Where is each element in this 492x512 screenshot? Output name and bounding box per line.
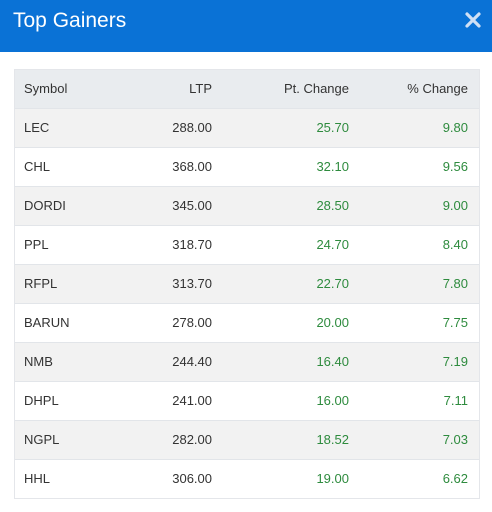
column-header-pt-change[interactable]: Pt. Change <box>283 81 349 97</box>
gainers-table: Symbol LTP Pt. Change % Change LEC 288.0… <box>15 70 479 498</box>
pct-change-cell: 9.80 <box>442 120 468 135</box>
symbol-cell[interactable]: LEC <box>24 120 50 135</box>
ltp-cell: 244.40 <box>172 354 212 369</box>
ltp-cell: 241.00 <box>172 393 212 408</box>
close-icon[interactable] <box>464 11 482 29</box>
ltp-cell: 282.00 <box>172 432 212 447</box>
table-row[interactable]: HHL 306.00 19.00 6.62 <box>15 459 479 498</box>
symbol-cell[interactable]: NMB <box>24 354 53 369</box>
table-row[interactable]: CHL 368.00 32.10 9.56 <box>15 147 479 186</box>
table-row[interactable]: NGPL 282.00 18.52 7.03 <box>15 420 479 459</box>
pct-change-cell: 7.80 <box>442 276 468 291</box>
ltp-cell: 345.00 <box>172 198 212 213</box>
pct-change-cell: 7.19 <box>442 354 468 369</box>
table-row[interactable]: RFPL 313.70 22.70 7.80 <box>15 264 479 303</box>
pct-change-cell: 9.56 <box>442 159 468 174</box>
pt-change-cell: 18.52 <box>316 432 349 447</box>
ltp-cell: 368.00 <box>172 159 212 174</box>
symbol-cell[interactable]: PPL <box>24 237 49 252</box>
pct-change-cell: 7.75 <box>442 315 468 330</box>
symbol-cell[interactable]: RFPL <box>24 276 58 291</box>
modal-title: Top Gainers <box>13 9 127 32</box>
symbol-cell[interactable]: NGPL <box>24 432 60 447</box>
ltp-cell: 318.70 <box>172 237 212 252</box>
table-row[interactable]: PPL 318.70 24.70 8.40 <box>15 225 479 264</box>
ltp-cell: 288.00 <box>172 120 212 135</box>
pt-change-cell: 20.00 <box>316 315 349 330</box>
table-row[interactable]: DHPL 241.00 16.00 7.11 <box>15 381 479 420</box>
pt-change-cell: 28.50 <box>316 198 349 213</box>
ltp-cell: 306.00 <box>172 471 212 487</box>
pt-change-cell: 16.40 <box>316 354 349 369</box>
pct-change-cell: 9.00 <box>442 198 468 213</box>
pt-change-cell: 19.00 <box>316 471 349 487</box>
pt-change-cell: 16.00 <box>316 393 349 408</box>
ltp-cell: 278.00 <box>172 315 212 330</box>
symbol-cell[interactable]: BARUN <box>24 315 70 330</box>
symbol-cell[interactable]: DHPL <box>24 393 59 408</box>
column-header-symbol[interactable]: Symbol <box>24 81 68 97</box>
ltp-cell: 313.70 <box>172 276 212 291</box>
pt-change-cell: 25.70 <box>316 120 349 135</box>
symbol-cell[interactable]: CHL <box>24 159 51 174</box>
symbol-cell[interactable]: DORDI <box>24 198 66 213</box>
modal-header: Top Gainers <box>0 0 492 52</box>
pt-change-cell: 24.70 <box>316 237 349 252</box>
table-row[interactable]: DORDI 345.00 28.50 9.00 <box>15 186 479 225</box>
pt-change-cell: 32.10 <box>316 159 349 174</box>
column-header-ltp[interactable]: LTP <box>189 81 212 97</box>
pct-change-cell: 6.62 <box>442 471 468 487</box>
column-header-pct-change[interactable]: % Change <box>407 81 468 97</box>
pct-change-cell: 8.40 <box>442 237 468 252</box>
pt-change-cell: 22.70 <box>316 276 349 291</box>
symbol-cell[interactable]: HHL <box>24 471 51 487</box>
table-row[interactable]: NMB 244.40 16.40 7.19 <box>15 342 479 381</box>
gainers-table-container: Symbol LTP Pt. Change % Change LEC 288.0… <box>14 69 480 499</box>
table-row[interactable]: LEC 288.00 25.70 9.80 <box>15 108 479 147</box>
table-header-row: Symbol LTP Pt. Change % Change <box>15 70 479 108</box>
table-row[interactable]: BARUN 278.00 20.00 7.75 <box>15 303 479 342</box>
pct-change-cell: 7.11 <box>443 393 468 408</box>
pct-change-cell: 7.03 <box>442 432 468 447</box>
